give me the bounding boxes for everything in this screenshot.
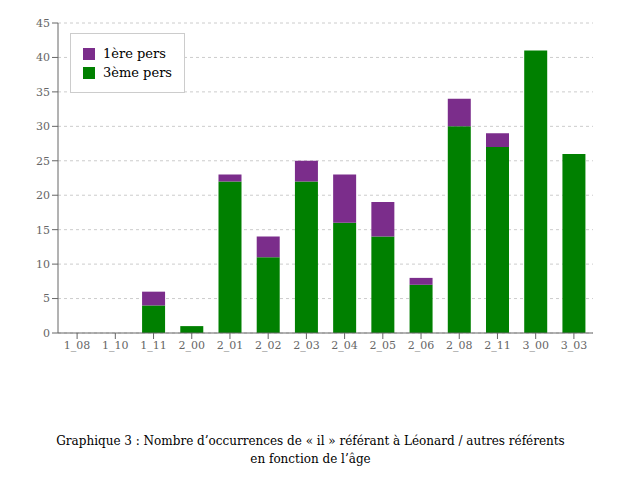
html-text:3ème pers: 3ème pers	[103, 65, 172, 80]
svg-text:5: 5	[43, 292, 50, 305]
svg-text:45: 45	[36, 17, 50, 30]
svg-text:20: 20	[36, 189, 50, 202]
svg-text:1_08: 1_08	[64, 339, 91, 352]
svg-text:1_10: 1_10	[102, 339, 129, 352]
svg-text:2_05: 2_05	[370, 339, 397, 352]
svg-text:40: 40	[36, 51, 50, 64]
html-text:en fonction de l’âge: en fonction de l’âge	[250, 452, 371, 466]
svg-text:15: 15	[36, 224, 50, 237]
svg-text:2_04: 2_04	[331, 339, 358, 352]
svg-text:3_00: 3_00	[522, 339, 549, 352]
svg-text:2_11: 2_11	[484, 339, 511, 352]
svg-text:2_03: 2_03	[293, 339, 320, 352]
svg-text:25: 25	[36, 155, 50, 168]
svg-text:10: 10	[36, 258, 50, 271]
svg-text:30: 30	[36, 120, 50, 133]
html-text:1ère pers: 1ère pers	[103, 46, 166, 61]
svg-text:2_08: 2_08	[446, 339, 473, 352]
svg-text:2_02: 2_02	[255, 339, 282, 352]
svg-text:1_11: 1_11	[140, 339, 167, 352]
svg-text:35: 35	[36, 86, 50, 99]
svg-text:2_06: 2_06	[408, 339, 435, 352]
svg-text:3_03: 3_03	[561, 339, 588, 352]
svg-text:2_00: 2_00	[179, 339, 206, 352]
html-text:Graphique 3 : Nombre d’occurre: Graphique 3 : Nombre d’occurrences de « …	[56, 434, 565, 448]
svg-text:2_01: 2_01	[217, 339, 244, 352]
svg-text:0: 0	[43, 327, 50, 340]
